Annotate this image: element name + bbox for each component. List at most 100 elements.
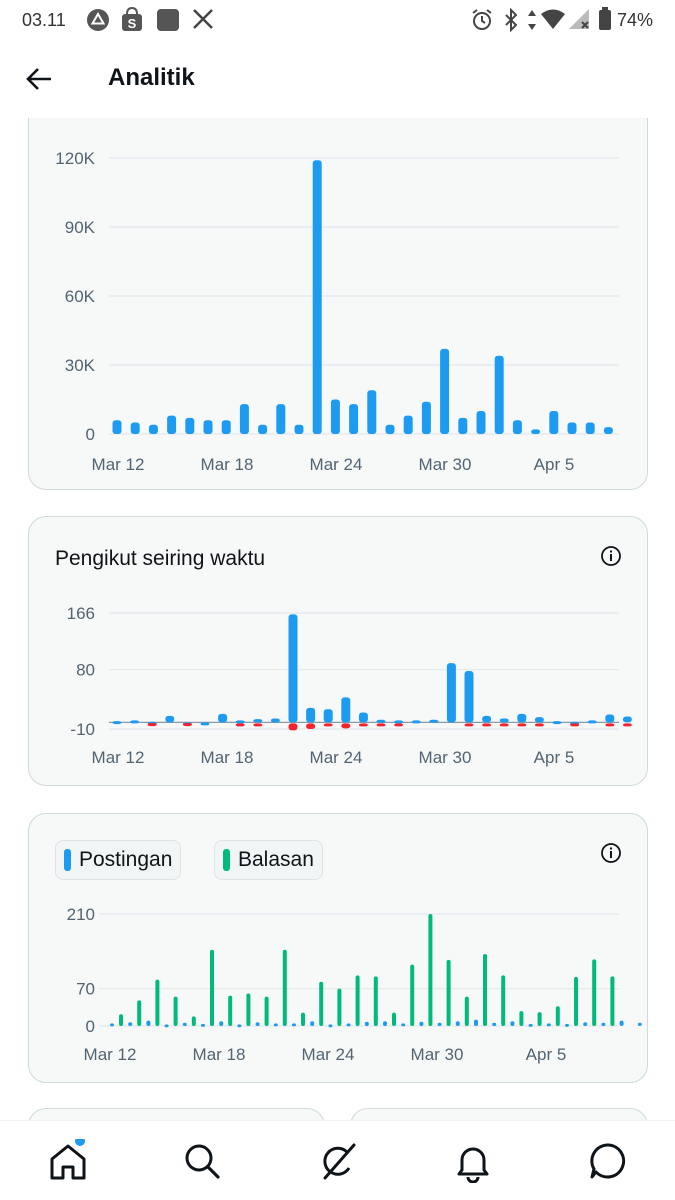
impressions-chart: 0 30K 60K 90K 120K Mar 12 Mar 18 Mar 24 Mar 30 Ap… (55, 149, 619, 474)
followers-gained-bar (165, 715, 175, 723)
info-icon[interactable] (600, 842, 622, 864)
status-time: 03.11 (22, 10, 66, 30)
info-icon[interactable] (600, 545, 622, 567)
search-icon (185, 1144, 220, 1179)
posts-bar (583, 1022, 588, 1026)
cellular-no-signal-icon (569, 9, 589, 29)
x-tick-label: Mar 18 (193, 1045, 246, 1064)
x-tick-label: Mar 24 (310, 455, 363, 474)
x-tick-label: Mar 24 (302, 1045, 355, 1064)
followers-gained-bar (411, 720, 421, 724)
replies-bar (446, 959, 451, 1026)
impressions-bar (239, 404, 249, 434)
nav-notifications[interactable] (451, 1139, 495, 1184)
x-tick-label: Mar 18 (201, 455, 254, 474)
posts-bar (364, 1021, 369, 1026)
impressions-bar (294, 424, 304, 434)
x-tick-label: Mar 30 (411, 1045, 464, 1064)
posts-bar (237, 1024, 242, 1028)
impressions-bar (167, 415, 177, 434)
posts-bar (565, 1023, 569, 1027)
followers-gained-bar (200, 722, 210, 726)
replies-bar (610, 976, 615, 1026)
nav-search[interactable] (180, 1139, 224, 1183)
posts-bar (437, 1022, 442, 1026)
followers-lost-bar (306, 723, 316, 729)
impressions-bar (349, 404, 359, 434)
followers-gained-bar (306, 707, 316, 723)
replies-bar (574, 976, 578, 1026)
followers-card: Pengikut seiring waktu -10 80 166 Mar 12 Mar… (28, 516, 648, 786)
posts-bar (492, 1022, 497, 1026)
followers-gained-bar (235, 720, 245, 724)
legend-replies[interactable]: Balasan (214, 840, 323, 880)
followers-chart: -10 80 166 Mar 12 Mar 18 Mar 24 Mar 30 Apr 5 (67, 604, 632, 767)
posts-bar (310, 1021, 315, 1026)
impressions-bar (312, 160, 322, 435)
followers-gained-bar (270, 718, 280, 723)
impressions-bar (221, 420, 231, 434)
followers-gained-bar (429, 719, 439, 723)
replies-bar (501, 975, 506, 1026)
y-tick-label: 60K (65, 287, 96, 306)
followers-gained-bar (253, 719, 263, 723)
impressions-bar (421, 401, 431, 434)
posts-bar (292, 1023, 296, 1027)
nav-messages[interactable] (586, 1139, 630, 1183)
y-tick-label: 70 (76, 980, 95, 999)
page-title: Analitik (108, 64, 195, 91)
posts-bar (219, 1021, 224, 1026)
followers-gained-bar (358, 712, 368, 723)
posts-bar (546, 1023, 551, 1027)
posts-bar (164, 1024, 169, 1028)
square-app-icon (157, 9, 179, 31)
google-drive-icon (87, 9, 109, 31)
bell-icon (457, 1147, 489, 1184)
replies-bar (119, 1014, 123, 1026)
followers-lost-bar (358, 723, 368, 727)
replies-bar (410, 964, 415, 1026)
followers-lost-bar (341, 723, 351, 729)
followers-lost-bar (517, 723, 527, 727)
posts-bar (328, 1024, 333, 1028)
y-tick-label: 120K (55, 149, 95, 168)
app-bar: Analitik (0, 40, 675, 118)
nav-grok[interactable] (316, 1139, 360, 1183)
posts-bar (528, 1023, 533, 1027)
shopee-icon: S (122, 7, 142, 31)
posts-bar (182, 1022, 187, 1026)
replies-bar (191, 1016, 196, 1026)
followers-lost-bar (482, 723, 492, 727)
legend-replies-label: Balasan (238, 848, 314, 871)
replies-bar (210, 949, 214, 1026)
impressions-bar (403, 415, 413, 434)
nav-home[interactable] (46, 1136, 90, 1183)
analytics-content[interactable]: 0 30K 60K 90K 120K Mar 12 Mar 18 Mar 24 Mar 30 Ap… (0, 118, 675, 1120)
x-tick-label: Mar 30 (419, 455, 472, 474)
posts-bar (601, 1022, 606, 1026)
y-tick-label: 210 (67, 905, 95, 924)
followers-gained-bar (218, 713, 228, 723)
followers-lost-bar (288, 723, 298, 731)
x-tick-label: Mar 12 (84, 1045, 137, 1064)
y-tick-label: 0 (86, 1017, 95, 1036)
replies-bar (592, 959, 597, 1026)
followers-gained-bar (376, 719, 386, 723)
y-tick-label: 90K (65, 218, 96, 237)
x-tick-label: Apr 5 (534, 748, 575, 767)
replies-bar (173, 996, 178, 1026)
posts-bar (346, 1023, 351, 1027)
svg-text:S: S (128, 16, 137, 31)
replies-bar (519, 1011, 524, 1026)
legend-posts[interactable]: Postingan (55, 840, 182, 880)
next-card-left-partial (28, 1108, 325, 1120)
posts-bar (455, 1021, 460, 1026)
posts-bar (474, 1019, 478, 1026)
replies-bar (464, 996, 469, 1026)
data-arrows-icon (528, 10, 536, 30)
posts-replies-chart: 0 70 210 Mar 12 Mar 18 Mar 24 Mar 30 Apr 5 (67, 905, 642, 1064)
followers-gained-bar (534, 717, 544, 723)
bluetooth-icon (505, 8, 518, 32)
back-arrow-icon[interactable] (24, 64, 54, 94)
followers-gained-bar (587, 720, 597, 724)
